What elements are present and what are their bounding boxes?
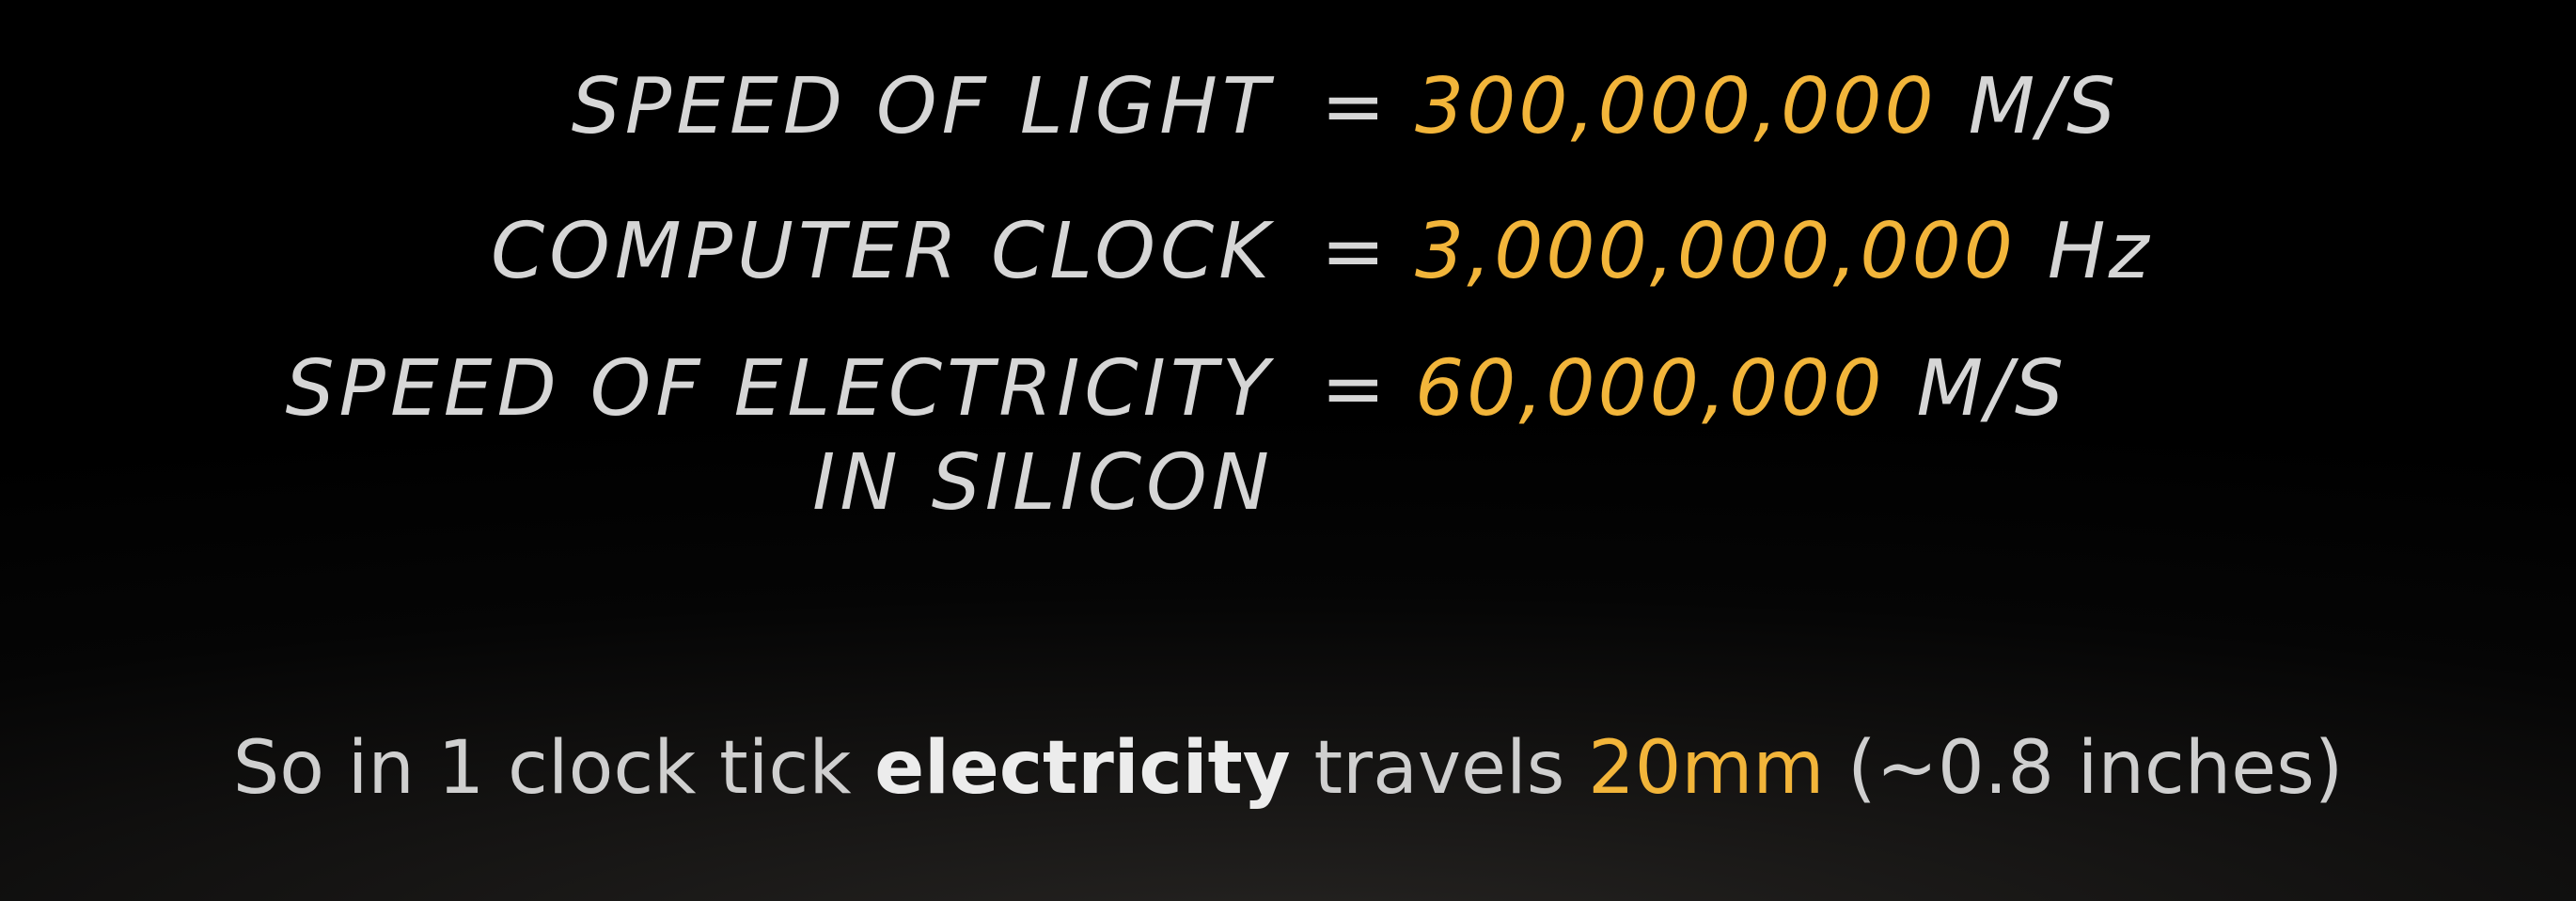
- speed-of-light-label: SPEED OF LIGHT: [571, 62, 1274, 151]
- computer-clock-row: COMPUTER CLOCK = 3,000,000,000 Hz: [0, 199, 2576, 312]
- speed-of-electricity-unit: M/S: [1916, 344, 2066, 434]
- speed-of-electricity-row-line2: IN SILICON: [0, 431, 2576, 544]
- computer-clock-unit: Hz: [2047, 207, 2152, 296]
- computer-clock-value: 3,000,000,000: [1415, 207, 2016, 296]
- speed-of-light-row: SPEED OF LIGHT = 300,000,000 M/S: [0, 55, 2576, 167]
- speed-of-electricity-label: SPEED OF ELECTRICITY: [285, 344, 1274, 434]
- speed-of-electricity-row: SPEED OF ELECTRICITY = 60,000,000 M/S: [0, 337, 2576, 450]
- speed-of-electricity-value-group: 60,000,000 M/S: [1415, 337, 2066, 442]
- computer-clock-value-group: 3,000,000,000 Hz: [1415, 199, 2152, 305]
- speed-of-electricity-value: 60,000,000: [1415, 344, 1885, 434]
- equals-sign: =: [1321, 207, 1386, 296]
- computer-clock-label: COMPUTER CLOCK: [491, 207, 1274, 296]
- speed-of-light-value-group: 300,000,000 M/S: [1415, 55, 2118, 160]
- equals-sign: =: [1321, 344, 1386, 434]
- summary-highlight-distance: 20mm: [1588, 726, 1825, 811]
- summary-text-part1: So in 1 clock tick: [232, 726, 875, 811]
- summary-caption: So in 1 clock tick electricity travels 2…: [0, 717, 2576, 820]
- speed-of-electricity-label-line2: IN SILICON: [812, 438, 1274, 528]
- speed-of-light-unit: M/S: [1968, 62, 2119, 151]
- equals-sign: =: [1321, 62, 1386, 151]
- summary-text-part2: travels: [1290, 726, 1589, 811]
- speed-of-light-value: 300,000,000: [1415, 62, 1937, 151]
- summary-text-part3: (~0.8 inches): [1824, 726, 2344, 811]
- summary-bold-word: electricity: [874, 726, 1291, 811]
